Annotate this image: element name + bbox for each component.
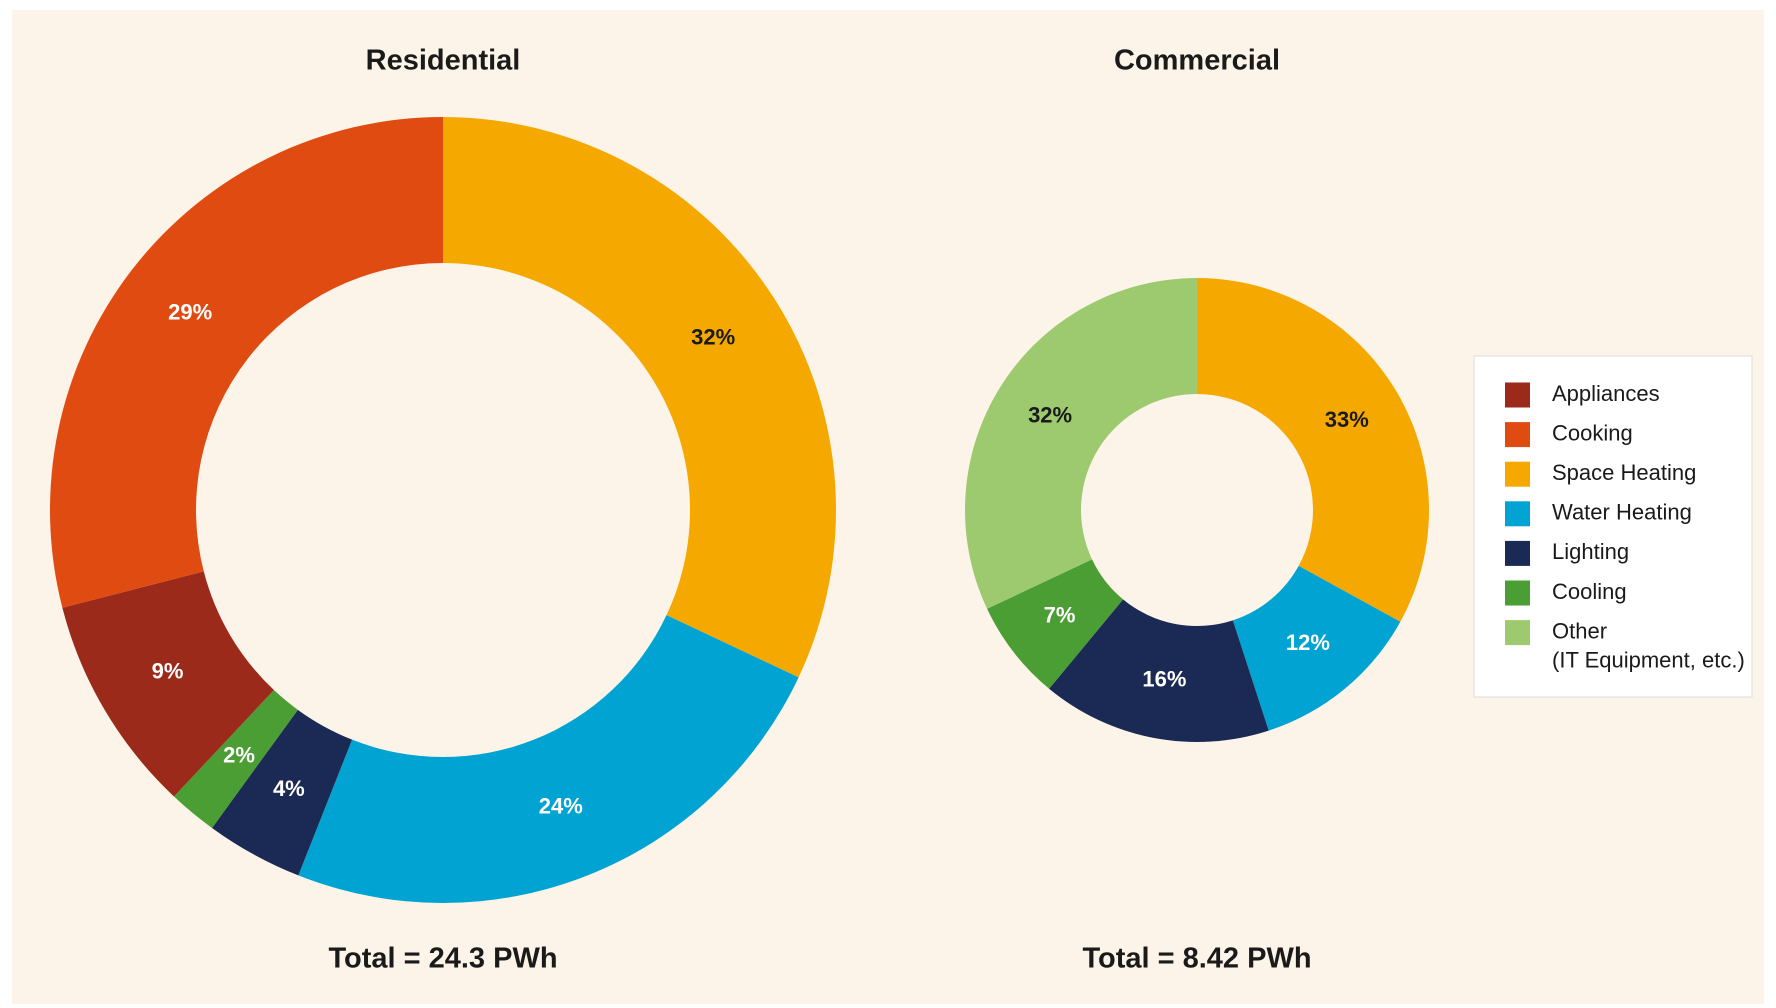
slice: [1197, 278, 1429, 622]
legend-label: Other: [1552, 618, 1607, 643]
slice: [1049, 599, 1269, 742]
slice-label: 9%: [152, 659, 184, 684]
legend-label: Lighting: [1552, 539, 1629, 564]
legend-label: Cooling: [1552, 579, 1627, 604]
slice-label: 2%: [223, 742, 255, 767]
slice: [964, 278, 1197, 609]
slice-label: 33%: [1325, 407, 1369, 432]
legend-label: Water Heating: [1552, 500, 1692, 525]
slice-label: 12%: [1286, 630, 1330, 655]
chart-title: Residential: [366, 45, 521, 77]
legend-swatch: [1505, 580, 1530, 606]
legend-label: Cooking: [1552, 420, 1633, 445]
slice-label: 16%: [1142, 667, 1186, 692]
slice-label: 24%: [539, 793, 583, 818]
slice: [1232, 565, 1401, 731]
legend-swatch: [1505, 620, 1530, 646]
chart-title: Commercial: [1114, 45, 1280, 77]
slice: [987, 559, 1124, 689]
slice: [212, 709, 353, 876]
slice-label: 7%: [1044, 602, 1076, 627]
slice: [173, 690, 298, 828]
legend-label: Appliances: [1552, 381, 1660, 406]
slice: [298, 615, 799, 903]
legend-swatch: [1505, 540, 1530, 566]
legend-label: Space Heating: [1552, 460, 1696, 485]
legend-swatch: [1505, 382, 1530, 408]
chart-total: Total = 24.3 PWh: [328, 943, 557, 975]
slice-label: 32%: [1028, 403, 1072, 428]
legend-sublabel: (IT Equipment, etc.): [1552, 647, 1745, 672]
slice-label: 4%: [273, 776, 305, 801]
legend-swatch: [1505, 461, 1530, 487]
slice: [62, 571, 274, 797]
slice: [443, 117, 836, 678]
chart-total: Total = 8.42 PWh: [1082, 943, 1311, 975]
slice: [50, 117, 444, 608]
legend-swatch: [1505, 501, 1530, 527]
legend-swatch: [1505, 422, 1530, 448]
slice-label: 32%: [691, 324, 735, 349]
slice-label: 29%: [168, 300, 212, 325]
